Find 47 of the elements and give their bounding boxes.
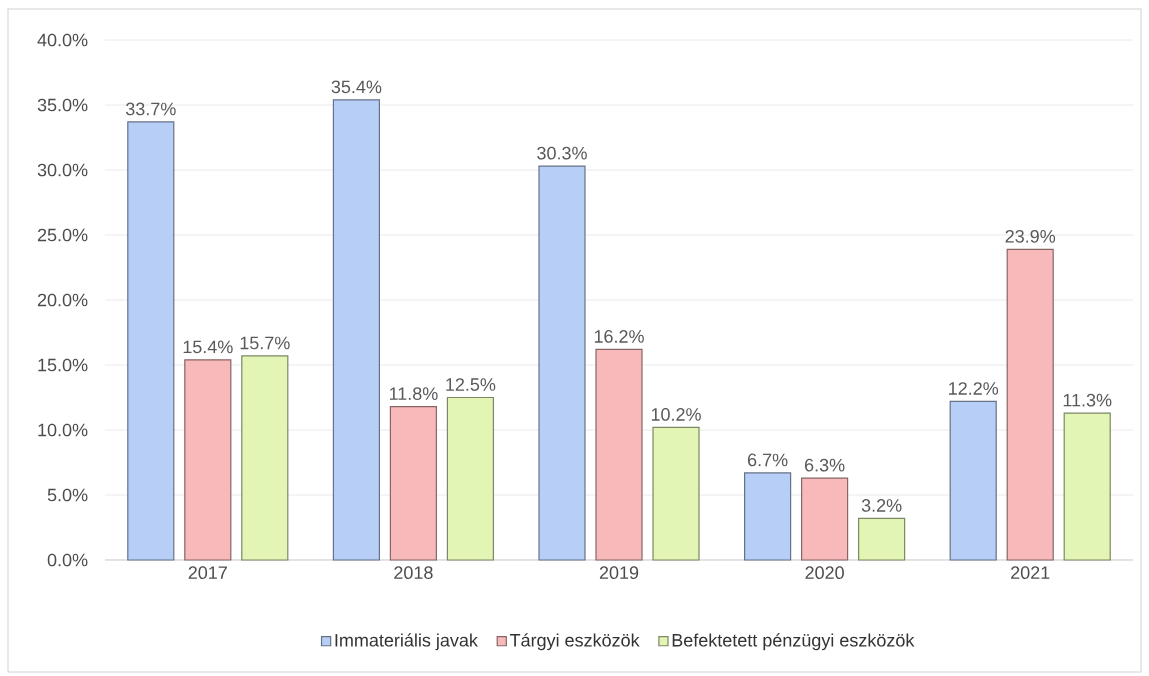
y-tick-label: 0.0% [47,553,88,567]
x-tick-label: 2017 [188,566,227,579]
bar [332,99,380,561]
bar [949,400,997,561]
data-label: 11.8% [389,387,438,400]
data-label: 11.3% [1063,393,1112,407]
bar [538,165,586,561]
bar [241,355,289,561]
y-tick-label: 15.0% [38,358,88,372]
legend-label: Immateriális javak [335,633,478,651]
data-label: 12.5% [446,378,496,391]
data-label: 15.4% [183,340,233,354]
y-tick-label: 25.0% [37,228,88,242]
legend-label: Befektetett pénzügyi eszközök [672,633,915,651]
x-tick-label: 2018 [394,566,433,579]
x-tick-label: 2021 [1011,566,1050,579]
data-label: 23.9% [1005,229,1056,243]
y-tick-label: 20.0% [37,293,88,307]
bar [801,477,849,561]
bar [389,406,437,561]
y-tick-label: 5.0% [47,488,88,502]
data-label: 12.2% [949,382,999,395]
data-label: 6.3% [805,458,845,472]
data-label: 3.2% [861,499,902,512]
bar [1063,412,1111,561]
y-tick-label: 30.0% [37,163,88,177]
bar [858,517,906,561]
data-label: 16.2% [594,330,644,343]
bar [127,121,175,561]
x-tick-label: 2019 [599,566,639,579]
bar [1006,248,1054,561]
bar [184,359,232,561]
data-label: 10.2% [651,408,701,421]
x-tick-label: 2020 [805,566,844,579]
legend-label: Tárgyi eszközök [509,633,640,651]
y-tick-label: 10.0% [38,423,88,437]
bar [652,426,700,561]
data-label: 30.3% [537,146,587,160]
y-tick-label: 40.0% [37,33,88,47]
data-label: 6.7% [748,453,788,467]
bar [595,348,643,561]
y-tick-label: 35.0% [37,98,88,112]
data-label: 15.7% [240,336,290,350]
data-label: 35.4% [331,80,382,94]
bar [744,472,792,561]
bar [446,396,495,561]
data-label: 33.7% [125,102,176,116]
